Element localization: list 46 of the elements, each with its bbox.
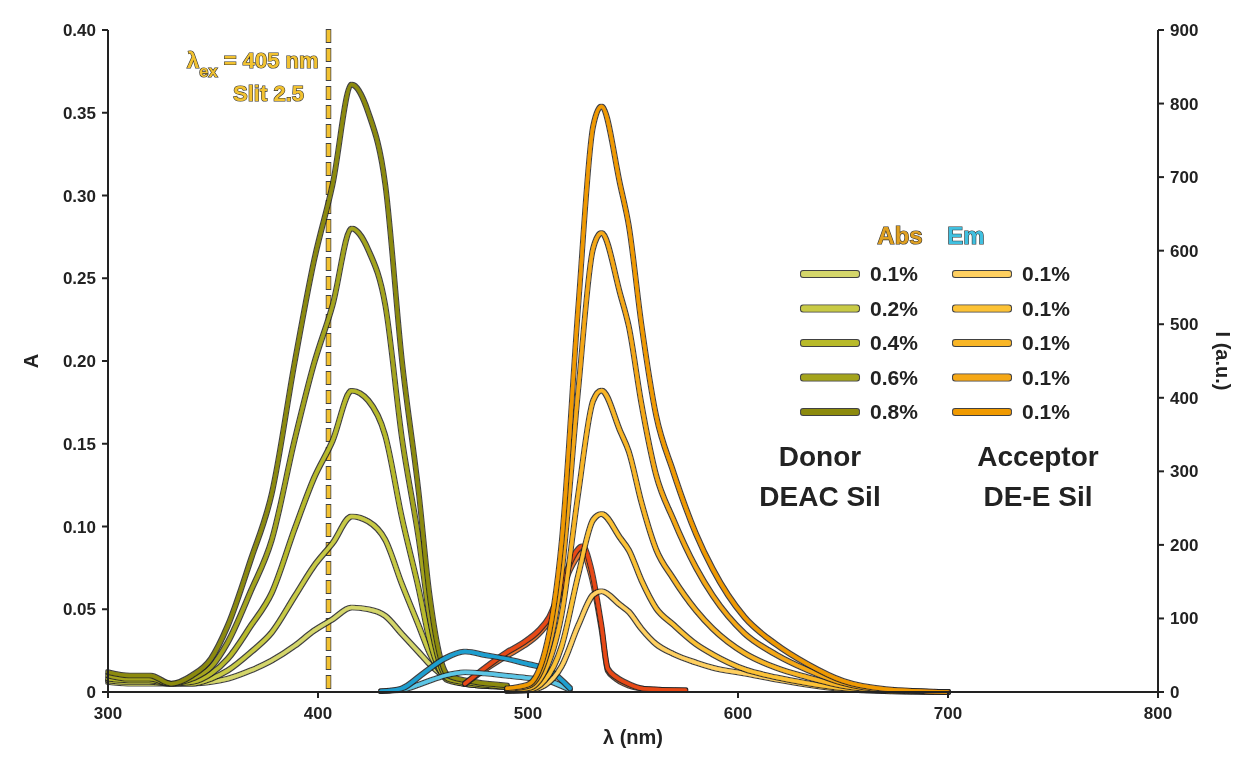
y2-tick-label: 0 (1170, 683, 1180, 702)
y2-tick-label: 800 (1170, 94, 1199, 114)
annotation: Donor (778, 441, 862, 472)
y2-tick-label: 100 (1170, 609, 1199, 629)
y2-axis-title: I (a.u.) (1212, 331, 1234, 391)
y2-tick-label: 300 (1170, 462, 1199, 482)
y-tick-label: 0.10 (62, 517, 96, 537)
annotation: DE-E Sil (983, 481, 1093, 512)
x-tick-label: 600 (723, 704, 753, 723)
annotation: Acceptor (977, 441, 1099, 472)
legend-label: 0.1% (1022, 262, 1071, 285)
annotation: Slit 2.5 (233, 81, 304, 106)
y2-tick-label: 900 (1170, 21, 1199, 40)
y-tick-label: 0.30 (62, 186, 96, 206)
legend-label: 0.1% (1022, 365, 1071, 389)
legend-label: 0.1% (1022, 331, 1071, 354)
legend-label: 0.1% (1022, 400, 1071, 423)
x-tick-label: 400 (303, 704, 333, 723)
x-tick-label: 800 (1143, 704, 1173, 723)
legend-label: 0.1% (870, 262, 919, 285)
legend-label: 0.1% (1022, 296, 1071, 320)
y2-tick-label: 600 (1170, 241, 1199, 261)
y2-tick-label: 200 (1170, 535, 1199, 555)
y-tick-label: 0.15 (62, 434, 96, 454)
x-tick-label: 500 (513, 704, 543, 723)
legend-label: 0.2% (870, 296, 919, 320)
x-tick-label: 700 (933, 704, 963, 723)
y2-tick-label: 400 (1170, 388, 1199, 408)
legend-label: 0.8% (870, 400, 919, 423)
y2-tick-label: 700 (1170, 168, 1199, 188)
y-tick-label: 0 (86, 683, 96, 702)
y-tick-label: 0.25 (62, 269, 96, 289)
y-tick-label: 0.05 (62, 600, 96, 620)
y-tick-label: 0.40 (62, 21, 96, 40)
x-axis-title: λ (nm) (603, 726, 663, 748)
y-axis-title: A (20, 353, 42, 369)
legend-label: 0.6% (870, 365, 919, 389)
y-tick-label: 0.20 (62, 352, 96, 371)
annotation: DEAC Sil (759, 481, 881, 512)
annotation: Abs (877, 222, 923, 249)
legend-label: 0.4% (870, 331, 919, 354)
annotation: Em (947, 222, 985, 249)
ref-line-label: λ$_{ex}$ = 405 nm (187, 48, 319, 80)
y-tick-label: 0.35 (62, 103, 96, 123)
x-tick-label: 300 (93, 704, 123, 723)
y2-tick-label: 500 (1170, 315, 1199, 335)
